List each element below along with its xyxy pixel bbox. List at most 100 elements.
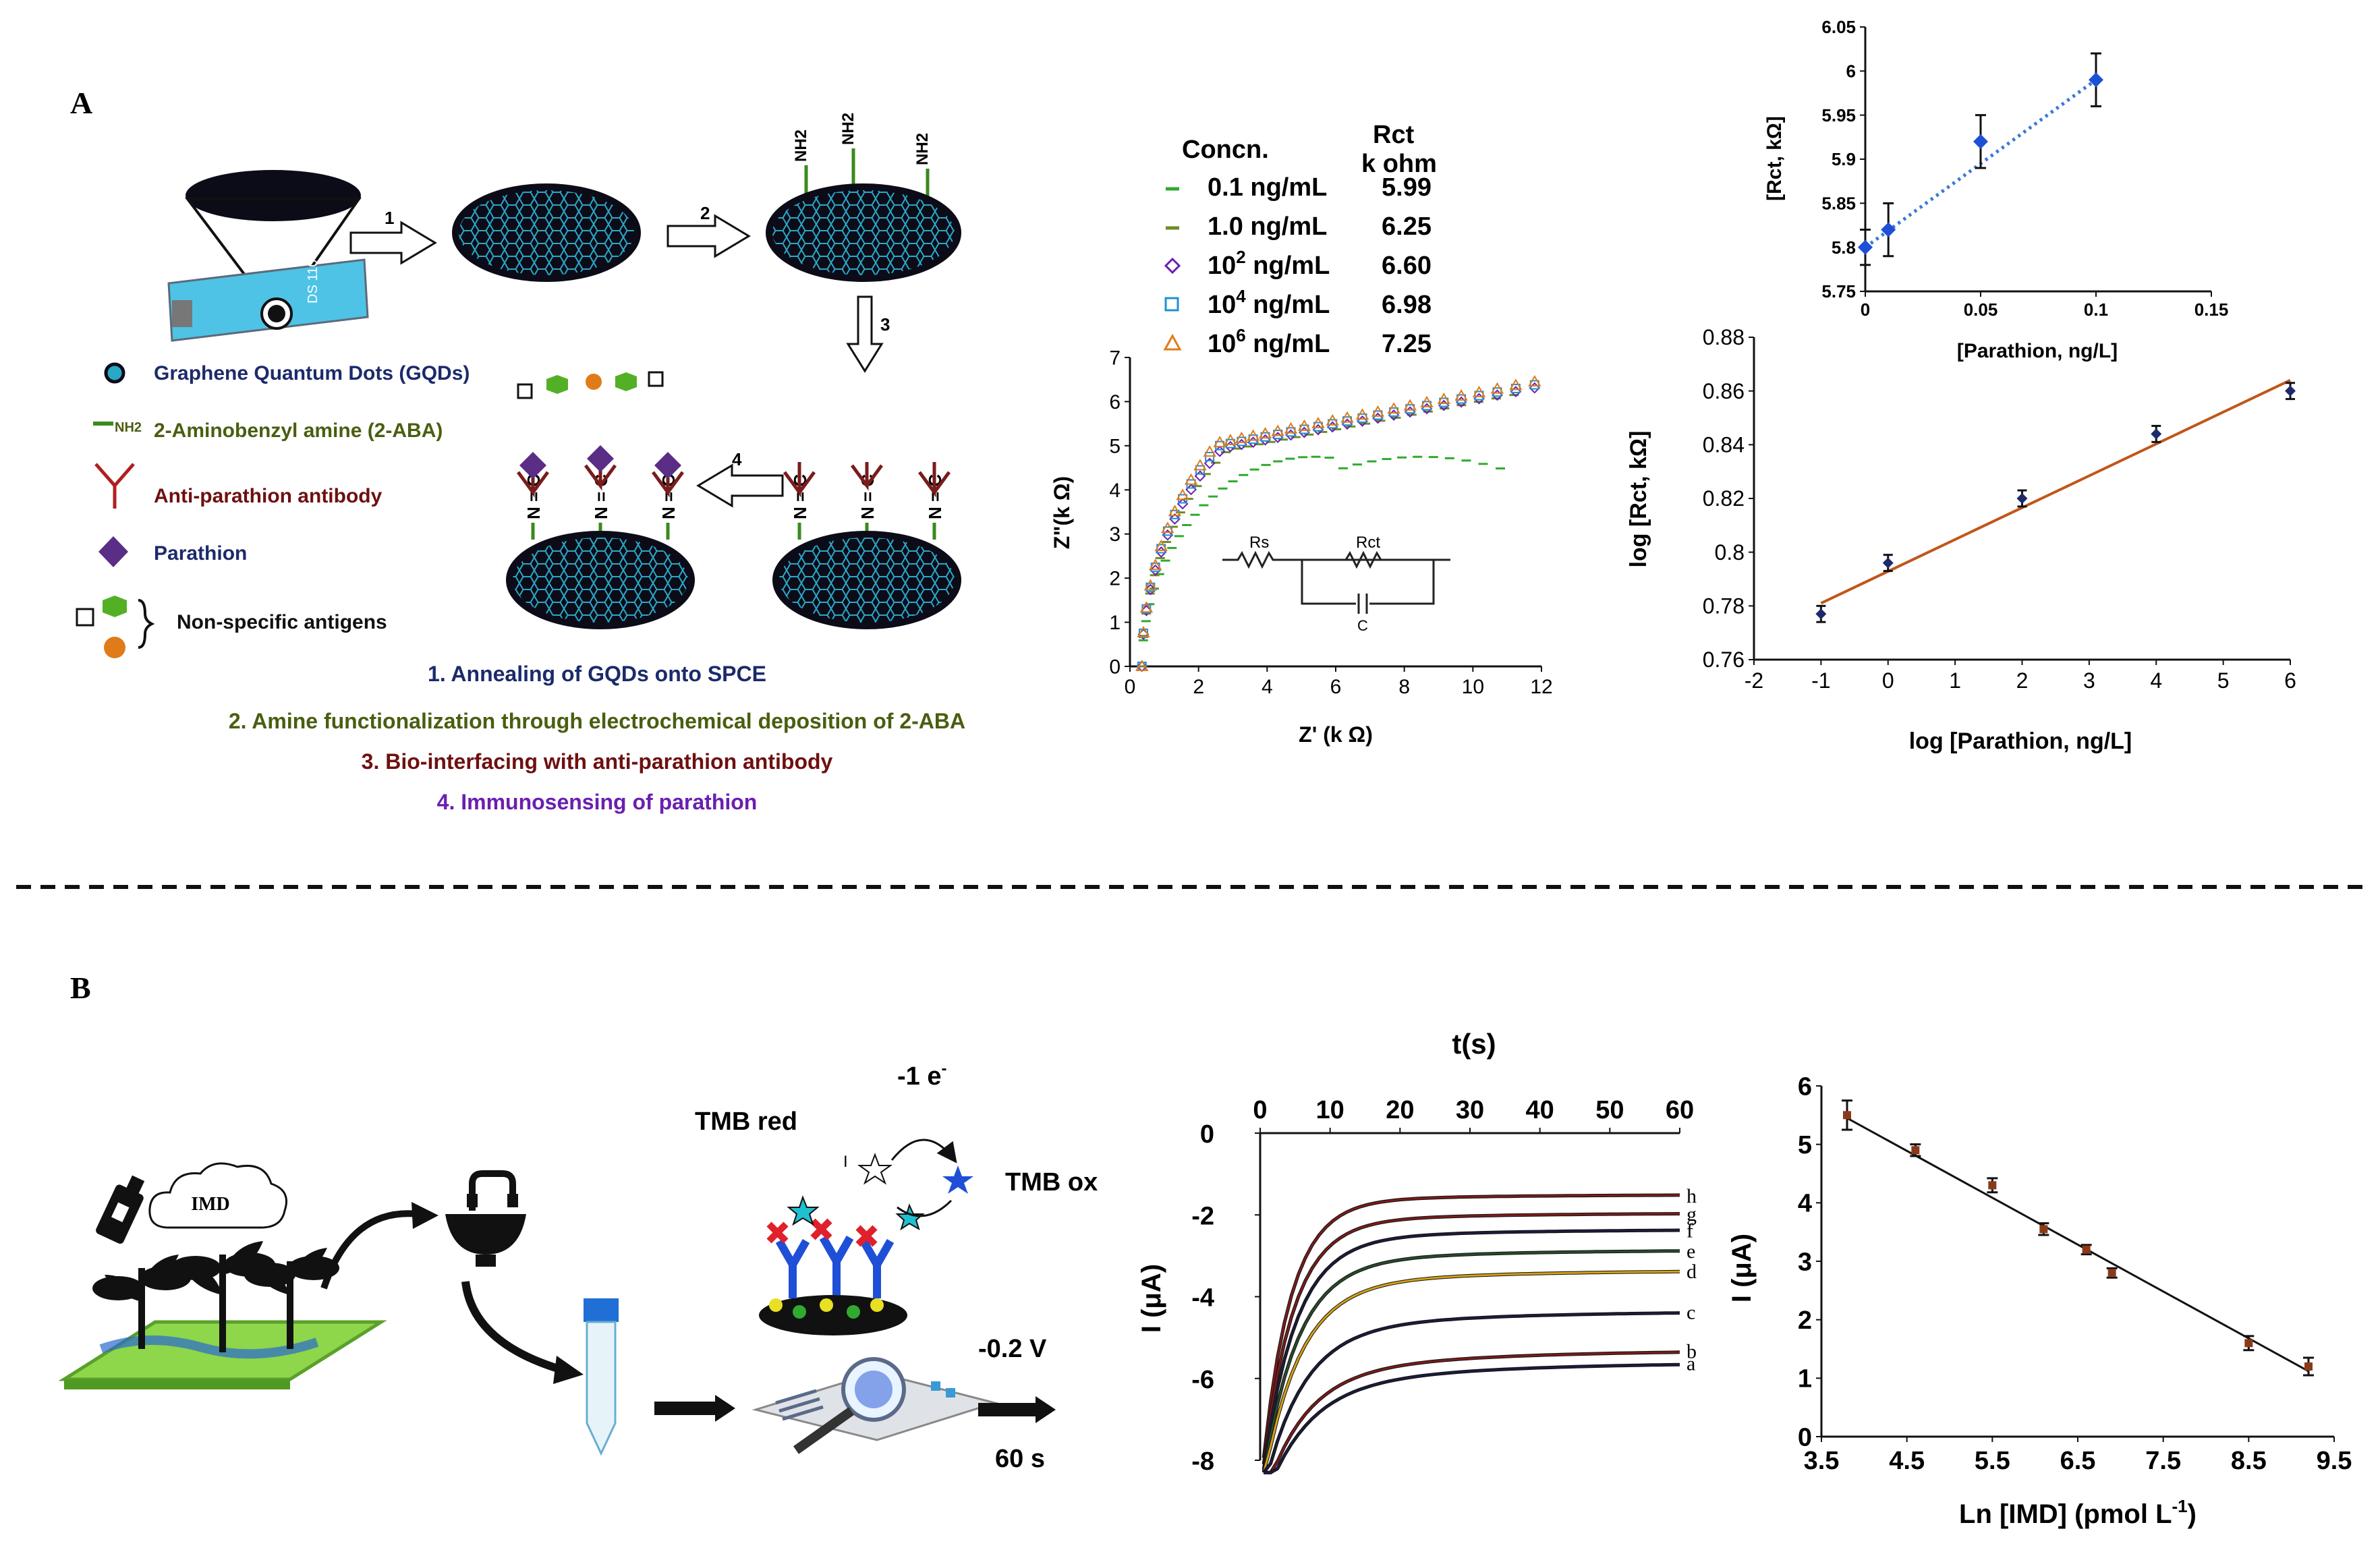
data-point	[1248, 434, 1258, 444]
data-point	[1340, 411, 1354, 423]
legend-rct-value: 6.60	[1382, 252, 1432, 280]
x-tick-label: 20	[1386, 1096, 1414, 1124]
antibody-icon	[917, 462, 951, 498]
data-point	[2151, 428, 2162, 440]
x-tick-label: 40	[1526, 1096, 1554, 1124]
x-tick-label: 7.5	[2145, 1447, 2181, 1475]
x-tick-label: -2	[1745, 668, 1763, 693]
y-tick-label: 0.8	[1715, 540, 1745, 565]
diamond-icon	[587, 445, 614, 472]
step-3-label: 3	[880, 314, 890, 335]
legend-concentration: 0.1 ng/mL	[1208, 173, 1327, 202]
data-point	[1312, 424, 1324, 436]
trend-line	[1820, 378, 2291, 605]
y-tick-label: 6	[1846, 61, 1856, 81]
data-point	[1439, 397, 1449, 407]
y-tick-label: -4	[1191, 1284, 1214, 1313]
y-tick-label: -2	[1191, 1202, 1214, 1230]
data-point	[1154, 539, 1168, 552]
data-point	[1843, 1111, 1851, 1120]
x-axis-label: log [Parathion, ng/L]	[1909, 728, 2132, 754]
x-tick-label: 6.5	[2060, 1447, 2096, 1475]
data-point	[1168, 505, 1182, 517]
data-point	[2082, 1245, 2091, 1254]
legend-concentration: 102 ng/mL	[1208, 247, 1330, 280]
legend-rct-value: 5.99	[1382, 173, 1432, 202]
data-point	[1299, 424, 1309, 434]
x-tick-label: 50	[1595, 1096, 1624, 1124]
data-point	[1194, 470, 1206, 482]
electrode-cone-icon	[184, 198, 362, 320]
arrowhead-icon	[412, 1202, 438, 1229]
series-line	[1262, 1270, 1680, 1473]
x-axis-label: t(s)	[1452, 1028, 1496, 1060]
x-tick-label: 8.5	[2231, 1447, 2267, 1475]
x-axis-label: [Parathion, ng/L]	[1957, 340, 2118, 362]
electron-text: -1 e	[897, 1062, 941, 1091]
data-point	[1235, 431, 1249, 443]
y-tick-label: 5.75	[1821, 281, 1856, 301]
svg-text:DS 110: DS 110	[306, 260, 320, 304]
conc-unit: ng/mL	[1246, 330, 1330, 358]
legend-antigen-label: Non-specific antigens	[177, 611, 387, 633]
data-point	[1328, 419, 1338, 429]
data-point	[1509, 378, 1523, 391]
spe-chip-icon	[752, 1357, 999, 1454]
conc-base: 10	[1208, 252, 1236, 280]
time-label: 60 s	[995, 1445, 1045, 1473]
x-tick-label: 0	[1253, 1096, 1267, 1124]
data-point	[1161, 521, 1174, 534]
diamond-icon	[519, 452, 546, 479]
data-point	[2039, 1225, 2048, 1234]
data-point	[2304, 1362, 2313, 1371]
data-point	[1258, 427, 1272, 439]
series-line-shadow	[1264, 1362, 1680, 1474]
y-tick-label: 5.9	[1832, 149, 1856, 169]
series-label: b	[1687, 1340, 1697, 1362]
x-tick-label: 5	[2217, 668, 2230, 693]
series-line-shadow	[1262, 1228, 1680, 1470]
series-label: h	[1687, 1185, 1697, 1207]
data-point	[1143, 579, 1158, 591]
series-line	[1262, 1229, 1680, 1470]
data-point	[1373, 410, 1383, 420]
data-point	[1510, 383, 1521, 393]
data-point	[1224, 434, 1237, 446]
step-3-arrow-icon: 3	[846, 295, 890, 373]
legend-antibody-label: Anti-parathion antibody	[154, 485, 382, 507]
y-tick-label: -6	[1191, 1366, 1214, 1394]
data-point	[1342, 416, 1353, 426]
data-point	[1286, 427, 1296, 437]
x-tick-label: -1	[1811, 668, 1830, 693]
antibody-icon	[783, 462, 816, 498]
data-point	[1357, 413, 1367, 423]
tmb-red-label: TMB red	[695, 1107, 797, 1136]
spce-strip-icon: DS 110	[167, 258, 369, 342]
tmb-red-star-icon	[857, 1153, 893, 1185]
conc-unit: ng/mL	[1246, 252, 1330, 280]
series-line	[1262, 1213, 1680, 1465]
conc-unit: ng/mL	[1246, 291, 1330, 319]
tmb-ox-star-icon	[942, 1166, 973, 1194]
y-axis-label: [Rct, kΩ]	[1763, 116, 1786, 201]
series-label: a	[1687, 1353, 1695, 1375]
data-point	[1169, 513, 1181, 525]
legend-marker-icon	[1164, 297, 1179, 312]
data-point	[1371, 405, 1385, 417]
y-tick-label: 0.84	[1703, 433, 1745, 457]
y-tick-label: 5.8	[1832, 237, 1856, 258]
data-point	[1225, 438, 1235, 449]
curved-arrow-icon	[461, 1281, 561, 1373]
data-point	[2244, 1339, 2253, 1348]
x-axis-label-end: )	[2188, 1499, 2197, 1529]
data-point	[1193, 459, 1207, 471]
legend-parathion-label: Parathion	[154, 542, 247, 565]
data-point	[1492, 387, 1502, 397]
y-axis-label: I (μA)	[1137, 1264, 1166, 1333]
step-1-label: 1	[385, 208, 394, 228]
circuit-c-label: C	[1357, 617, 1368, 634]
x-tick-label: 9.5	[2317, 1447, 2352, 1475]
x-axis-label: Ln [IMD] (pmol L-1)	[1959, 1496, 2197, 1529]
data-point	[1311, 416, 1325, 428]
